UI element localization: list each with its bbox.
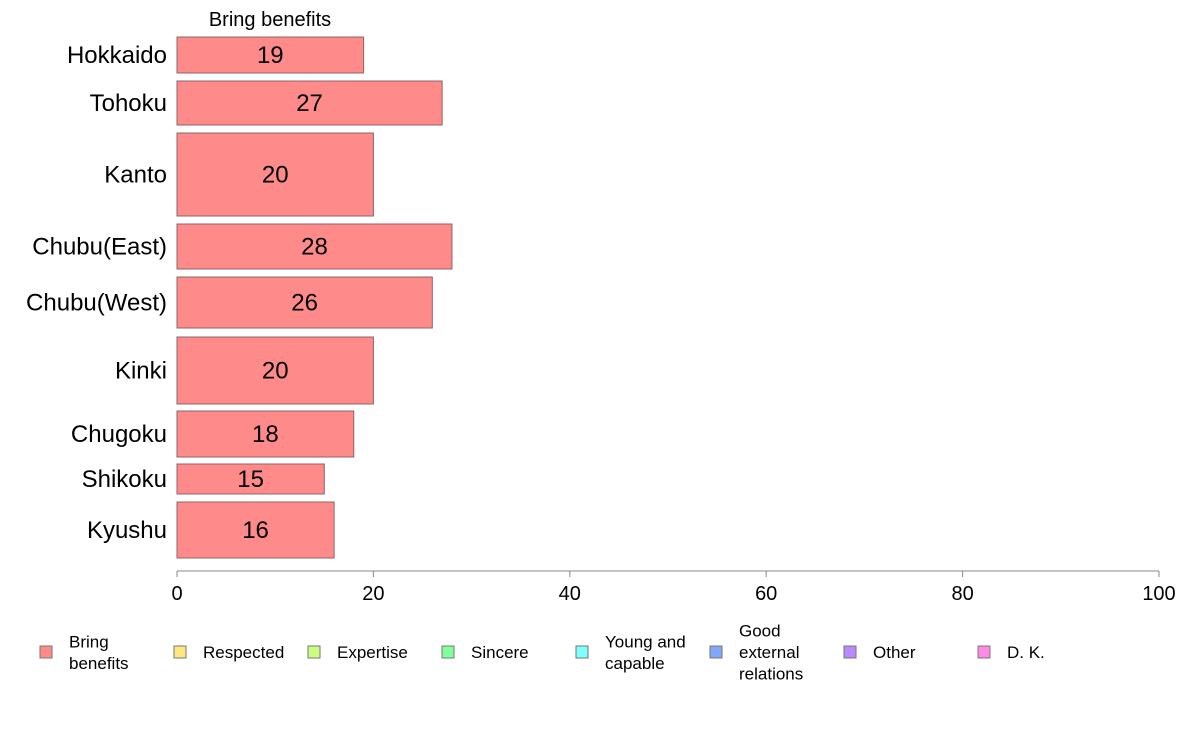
legend-swatch: [39, 645, 53, 659]
bar-kinki: [176, 336, 374, 405]
value-label-kyushu: 16: [242, 517, 269, 544]
legend-label: Good external relations: [739, 622, 803, 684]
legend-item-respected: Respected: [173, 643, 284, 662]
x-tick-label: 60: [755, 583, 777, 605]
legend: Bring benefits Respected Expertise Sincere Yo…: [39, 622, 1045, 684]
x-axis: 0 20 40 60 80 100: [171, 570, 1176, 605]
legend-item-other: Other: [843, 643, 916, 662]
legend-swatch: [307, 645, 321, 659]
legend-swatch: [441, 645, 455, 659]
legend-item-sincere: Sincere: [441, 643, 529, 662]
bar-tohoku: [176, 80, 443, 126]
x-tick-label: 20: [362, 583, 384, 605]
category-label-chubu-east: Chubu(East): [32, 234, 167, 261]
value-label-hokkaido: 19: [257, 42, 284, 69]
category-label-tohoku: Tohoku: [90, 90, 167, 117]
category-labels: Hokkaido Tohoku Kanto Chubu(East) Chubu(West…: [26, 42, 167, 544]
value-label-tohoku: 27: [296, 90, 323, 117]
x-tick-label: 80: [951, 583, 973, 605]
category-label-hokkaido: Hokkaido: [67, 42, 167, 69]
legend-label: Other: [873, 643, 916, 662]
category-label-kyushu: Kyushu: [87, 517, 167, 544]
value-label-kinki: 20: [262, 358, 289, 385]
bar-chugoku: [176, 410, 355, 458]
legend-swatch: [173, 645, 187, 659]
bar-shikoku: [176, 463, 325, 495]
value-label-chubu-east: 28: [301, 234, 328, 261]
bars-group: [176, 36, 453, 559]
panel-title: Bring benefits: [209, 9, 331, 31]
category-label-kinki: Kinki: [115, 358, 167, 385]
bar-chubu-east: [176, 223, 453, 270]
value-labels: 19 27 20 28 26 20 18 15 16: [237, 42, 328, 544]
value-label-chubu-west: 26: [291, 290, 318, 317]
x-tick-label: 100: [1142, 583, 1175, 605]
legend-item-good-external-relations: Good external relations: [709, 622, 803, 684]
x-tick-label: 0: [171, 583, 182, 605]
legend-item-young-and-capable: Young and capable: [575, 632, 686, 673]
bar-kanto: [176, 132, 374, 217]
bar-kyushu: [176, 501, 335, 559]
bar-hokkaido: [176, 36, 365, 74]
legend-item-bring-benefits: Bring benefits: [39, 632, 129, 673]
legend-item-d-k: D. K.: [977, 643, 1045, 662]
category-label-kanto: Kanto: [104, 162, 167, 189]
legend-swatch: [843, 645, 857, 659]
category-label-shikoku: Shikoku: [82, 466, 167, 493]
legend-label: Young and capable: [605, 632, 686, 673]
value-label-shikoku: 15: [237, 466, 264, 493]
category-label-chugoku: Chugoku: [71, 421, 167, 448]
legend-label: Bring benefits: [69, 632, 129, 673]
value-label-kanto: 20: [262, 162, 289, 189]
legend-label: D. K.: [1007, 643, 1045, 662]
legend-swatch: [709, 645, 723, 659]
legend-swatch: [977, 645, 991, 659]
value-label-chugoku: 18: [252, 421, 279, 448]
x-tick-label: 40: [559, 583, 581, 605]
legend-label: Respected: [203, 643, 284, 662]
bar-chubu-west: [176, 276, 433, 329]
category-label-chubu-west: Chubu(West): [26, 290, 167, 317]
legend-swatch: [575, 645, 589, 659]
legend-label: Sincere: [471, 643, 529, 662]
legend-label: Expertise: [337, 643, 408, 662]
legend-item-expertise: Expertise: [307, 643, 408, 662]
